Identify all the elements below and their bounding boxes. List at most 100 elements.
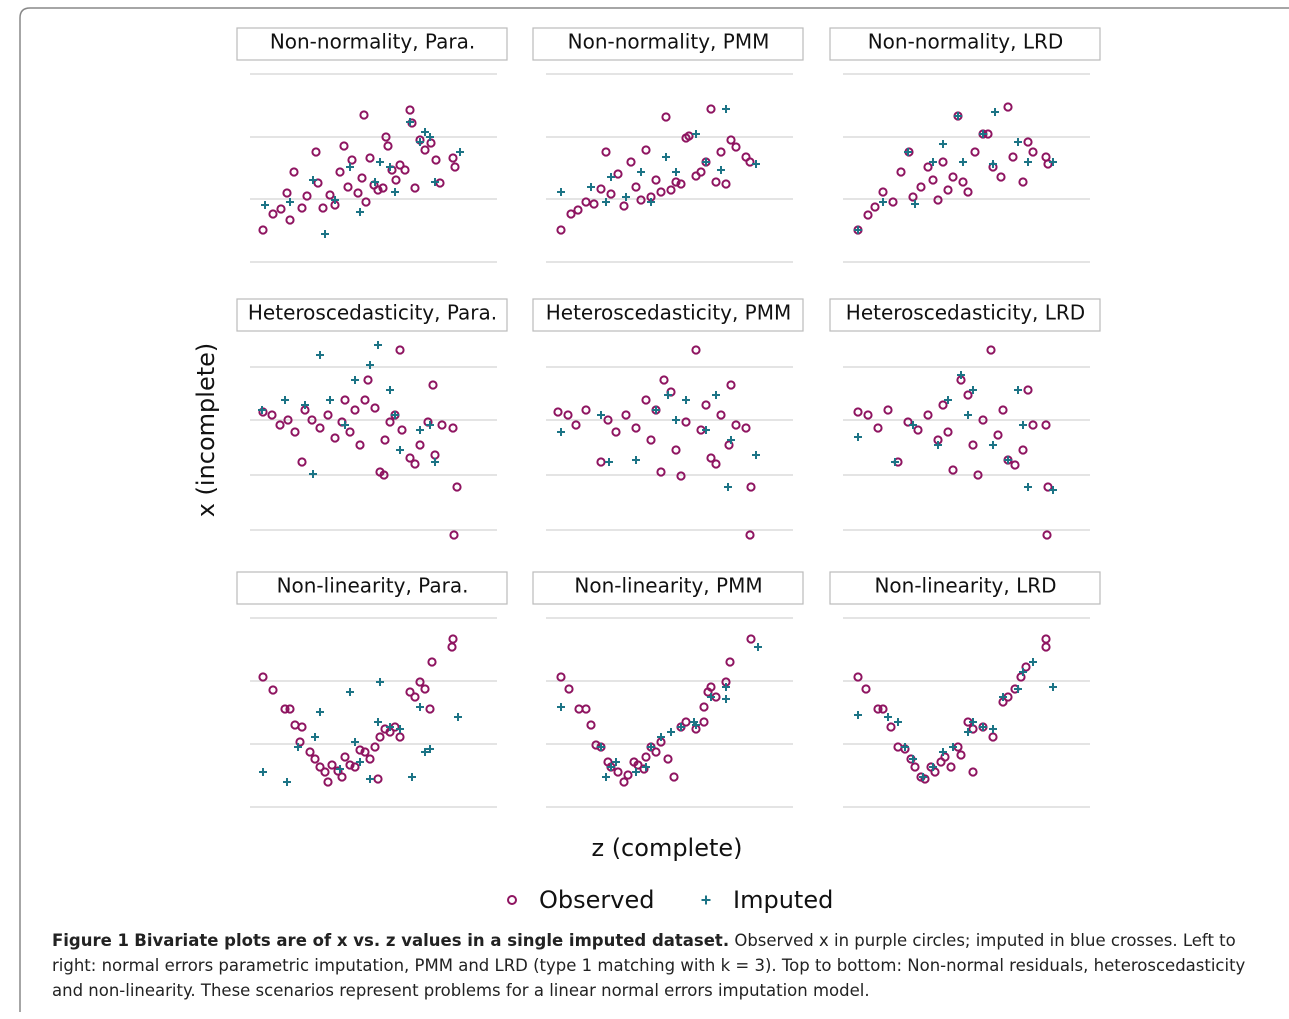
observed-point	[988, 732, 998, 742]
observed-point	[968, 767, 978, 777]
observed-point	[370, 403, 380, 413]
observed-point	[586, 720, 596, 730]
observed-point	[671, 445, 681, 455]
observed-point	[320, 767, 330, 777]
observed-point	[651, 175, 661, 185]
imputed-point	[386, 723, 394, 731]
observed-point	[731, 420, 741, 430]
observed-point	[940, 752, 950, 762]
panel-title: Non-linearity, LRD	[874, 574, 1056, 598]
observed-point	[1023, 385, 1033, 395]
observed-point	[963, 390, 973, 400]
observed-point	[606, 189, 616, 199]
observed-point	[631, 423, 641, 433]
observed-point	[335, 167, 345, 177]
observed-point	[373, 185, 383, 195]
imputed-point	[426, 133, 434, 141]
legend-marker	[507, 895, 517, 905]
imputed-point	[605, 458, 613, 466]
imputed-point	[1049, 683, 1057, 691]
observed-point	[581, 405, 591, 415]
caption-title: Bivariate plots are of x vs. z values in…	[134, 931, 730, 950]
observed-point	[573, 205, 583, 215]
observed-point	[310, 754, 320, 764]
imputed-point	[376, 678, 384, 686]
observed-point	[923, 410, 933, 420]
observed-point	[958, 177, 968, 187]
observed-point	[425, 704, 435, 714]
observed-point	[684, 131, 694, 141]
observed-point	[996, 172, 1006, 182]
imputed-point	[426, 745, 434, 753]
imputed-point	[366, 361, 374, 369]
observed-point	[311, 147, 321, 157]
imputed-point	[408, 773, 416, 781]
observed-point	[639, 764, 649, 774]
observed-point	[910, 762, 920, 772]
observed-point	[666, 185, 676, 195]
observed-point	[1008, 152, 1018, 162]
imputed-point	[692, 721, 700, 729]
observed-point	[449, 530, 459, 540]
observed-point	[379, 470, 389, 480]
imputed-point	[979, 723, 987, 731]
observed-point	[1018, 445, 1028, 455]
imputed-point	[391, 411, 399, 419]
imputed-point	[969, 718, 977, 726]
observed-point	[378, 183, 388, 193]
observed-point	[360, 747, 370, 757]
imputed-point	[286, 198, 294, 206]
observed-point	[385, 417, 395, 427]
figure-border	[19, 7, 1289, 1012]
imputed-point	[431, 178, 439, 186]
observed-point	[724, 440, 734, 450]
observed-point	[563, 410, 573, 420]
imputed-point	[944, 396, 952, 404]
observed-point	[410, 183, 420, 193]
observed-point	[359, 110, 369, 120]
imputed-point	[1019, 668, 1027, 676]
imputed-point	[954, 112, 962, 120]
observed-point	[1023, 137, 1033, 147]
observed-point	[350, 405, 360, 415]
imputed-point	[1014, 685, 1022, 693]
observed-point	[903, 417, 913, 427]
imputed-point	[326, 396, 334, 404]
observed-point	[448, 634, 458, 644]
imputed-point	[426, 421, 434, 429]
imputed-point	[702, 158, 710, 166]
legend-marker	[701, 895, 711, 905]
imputed-point	[416, 426, 424, 434]
imputed-point	[929, 158, 937, 166]
imputed-point	[717, 166, 725, 174]
panel-title: Heteroscedasticity, Para.	[248, 301, 497, 325]
observed-point	[601, 147, 611, 157]
imputed-point	[1029, 658, 1037, 666]
imputed-point	[964, 411, 972, 419]
imputed-point	[854, 433, 862, 441]
imputed-point	[557, 188, 565, 196]
observed-point	[978, 415, 988, 425]
observed-point	[420, 145, 430, 155]
imputed-point	[386, 386, 394, 394]
observed-point	[283, 415, 293, 425]
imputed-point	[341, 421, 349, 429]
observed-point	[1028, 420, 1038, 430]
imputed-point	[657, 733, 665, 741]
observed-point	[290, 427, 300, 437]
imputed-point	[1024, 483, 1032, 491]
observed-point	[908, 192, 918, 202]
panel-title-box	[236, 298, 508, 332]
imputed-point	[662, 153, 670, 161]
imputed-point	[346, 688, 354, 696]
imputed-point	[587, 183, 595, 191]
observed-point	[363, 375, 373, 385]
observed-point	[347, 155, 357, 165]
observed-point	[651, 747, 661, 757]
observed-point	[1021, 662, 1031, 672]
observed-point	[566, 209, 576, 219]
observed-point	[428, 380, 438, 390]
panel-title-box	[829, 571, 1101, 605]
observed-point	[920, 774, 930, 784]
panel-title: Heteroscedasticity, PMM	[546, 301, 792, 325]
